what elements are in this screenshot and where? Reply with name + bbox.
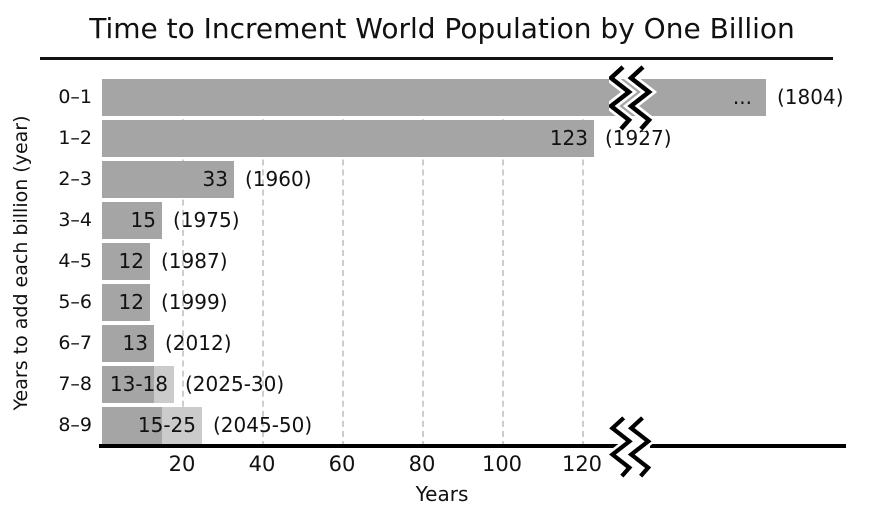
bar-row: 6–7 13 (2012): [58, 325, 845, 362]
x-tick-label: 100: [481, 452, 523, 476]
gridline: [502, 79, 504, 447]
bar-row: 0–1 ... (1804): [58, 79, 845, 116]
bar-row: 4–5 12 (1987): [58, 243, 845, 280]
bar-range-extension: [154, 366, 174, 403]
category-label: 8–9: [58, 414, 92, 436]
plot-area: 0–1 ... (1804) 1–2 123 (1927) 2–3 33 (19…: [58, 79, 845, 447]
gridline: [342, 79, 344, 447]
bar-range-extension: [162, 407, 202, 444]
x-tick-label: 20: [168, 452, 196, 476]
x-tick-label: 60: [328, 452, 356, 476]
gridline: [182, 79, 184, 447]
chart-title: Time to Increment World Population by On…: [89, 12, 795, 45]
year-label: (2045-50): [213, 413, 313, 437]
bar-row: 1–2 123 (1927): [58, 120, 845, 157]
x-tick-label: 80: [408, 452, 436, 476]
category-label: 7–8: [58, 373, 92, 395]
value-label: 123: [549, 126, 588, 150]
year-label: (1960): [245, 167, 312, 191]
gridline: [582, 79, 584, 447]
bar: [102, 79, 766, 116]
value-label: ...: [732, 85, 752, 109]
value-label: 15-25: [137, 413, 196, 437]
category-label: 0–1: [58, 86, 92, 108]
bar-break-icon: [609, 65, 658, 131]
x-tick-label: 120: [561, 452, 603, 476]
category-label: 3–4: [58, 209, 92, 231]
bar-row: 8–9 15-25 (2045-50): [58, 407, 845, 444]
gridline: [262, 79, 264, 447]
value-label: 13-18: [109, 372, 168, 396]
bar: [102, 243, 150, 280]
bar-row: 7–8 13-18 (2025-30): [58, 366, 845, 403]
year-label: (2025-30): [185, 372, 285, 396]
value-label: 13: [122, 331, 148, 355]
x-axis-line-left: [99, 444, 624, 448]
axis-break-icon: [609, 416, 656, 478]
title-underline: [40, 57, 833, 60]
year-label: (2012): [165, 331, 232, 355]
value-label: 33: [202, 167, 228, 191]
bar: [102, 202, 162, 239]
bar-row: 5–6 12 (1999): [58, 284, 845, 321]
value-label: 15: [130, 208, 156, 232]
year-label: (1927): [605, 126, 672, 150]
y-axis-label: Years to add each billion (year): [10, 115, 32, 411]
bar: [102, 325, 154, 362]
category-label: 5–6: [58, 291, 92, 313]
x-axis-label: Years: [415, 482, 469, 506]
year-label: (1987): [161, 249, 228, 273]
x-tick-label: 40: [248, 452, 276, 476]
category-label: 6–7: [58, 332, 92, 354]
x-axis-line-right: [650, 444, 846, 448]
bar: [102, 366, 154, 403]
bar-row: 3–4 15 (1975): [58, 202, 845, 239]
category-label: 4–5: [58, 250, 92, 272]
category-label: 1–2: [58, 127, 92, 149]
bar: [102, 120, 594, 157]
year-label: (1999): [161, 290, 228, 314]
bar: [102, 284, 150, 321]
year-label: (1804): [777, 85, 844, 109]
value-label: 12: [118, 249, 144, 273]
bar: [102, 161, 234, 198]
bar-row: 2–3 33 (1960): [58, 161, 845, 198]
value-label: 12: [118, 290, 144, 314]
gridline: [422, 79, 424, 447]
category-label: 2–3: [58, 168, 92, 190]
year-label: (1975): [173, 208, 240, 232]
bar: [102, 407, 162, 444]
